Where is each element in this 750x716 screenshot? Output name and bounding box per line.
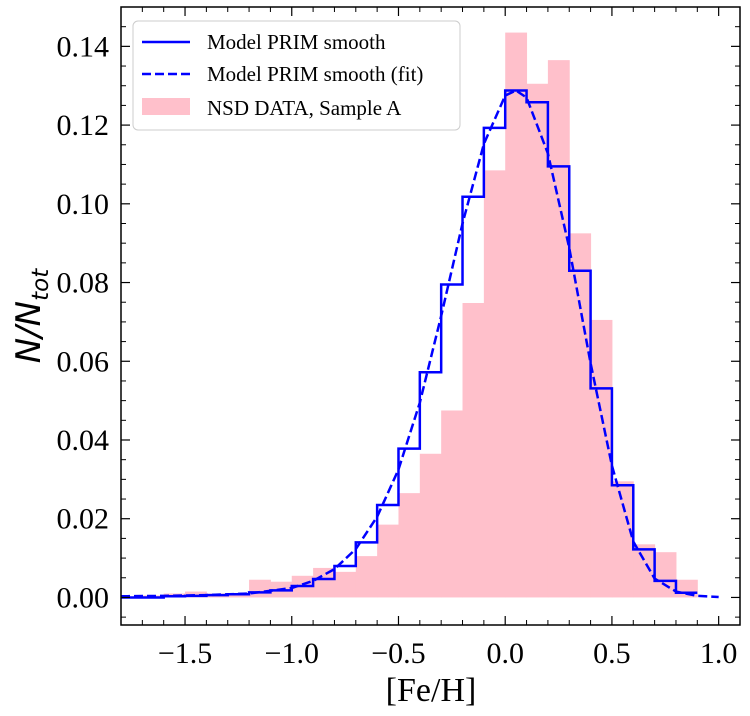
data-bar <box>547 60 570 598</box>
x-tick-label: −1.5 <box>158 637 212 670</box>
y-tick-label: 0.00 <box>57 581 110 614</box>
data-bar <box>505 32 528 598</box>
legend: Model PRIM smooth Model PRIM smooth (fit… <box>132 20 461 131</box>
data-bar <box>483 170 506 598</box>
legend-swatch-data <box>142 98 190 115</box>
data-bar <box>654 552 677 598</box>
data-bar <box>355 556 378 598</box>
x-tick-label: −1.0 <box>265 637 319 670</box>
legend-box <box>132 20 461 131</box>
legend-label-step: Model PRIM smooth <box>207 30 386 54</box>
data-bar <box>249 579 271 598</box>
data-bar <box>633 544 656 598</box>
y-tick-label: 0.02 <box>57 503 110 536</box>
y-tick-label: 0.14 <box>57 30 110 63</box>
x-tick-label: 0.5 <box>593 637 631 670</box>
y-tick-label: 0.10 <box>57 188 110 221</box>
data-bar <box>526 83 549 598</box>
plot-frame <box>120 6 741 626</box>
data-bar <box>313 567 335 598</box>
data-bar <box>398 493 421 598</box>
x-tick-label: 0.0 <box>486 637 524 670</box>
data-bar <box>419 453 442 598</box>
axis-ticks-group: −1.5 −1.0 −0.5 0.0 0.5 1.0 0.00 0.02 0.04 0.06 0.0… <box>57 7 741 670</box>
y-tick-label: 0.08 <box>57 267 110 300</box>
data-bar <box>611 481 634 598</box>
y-tick-label: 0.06 <box>57 345 110 378</box>
data-bar <box>590 319 613 598</box>
model-lines-group <box>120 89 719 599</box>
x-tick-label: −0.5 <box>371 637 425 670</box>
data-bar <box>185 591 207 598</box>
x-tick-label: 1.0 <box>700 637 738 670</box>
y-tick-label: 0.12 <box>57 109 110 142</box>
y-tick-label: 0.04 <box>57 424 110 457</box>
data-bar <box>377 524 399 598</box>
model-fit-curve <box>120 89 719 599</box>
data-bar <box>441 410 464 598</box>
x-axis-label: [Fe/H] <box>386 672 477 709</box>
legend-label-fit: Model PRIM smooth (fit) <box>207 62 423 86</box>
data-bar <box>569 233 592 598</box>
y-axis-label-base: N/N <box>9 301 49 363</box>
data-bar <box>462 303 485 598</box>
y-axis-label-subscript: tot <box>28 268 54 301</box>
data-bar <box>334 571 357 598</box>
y-axis-label: N/Ntot <box>9 268 54 363</box>
legend-label-data: NSD DATA, Sample A <box>207 96 402 120</box>
